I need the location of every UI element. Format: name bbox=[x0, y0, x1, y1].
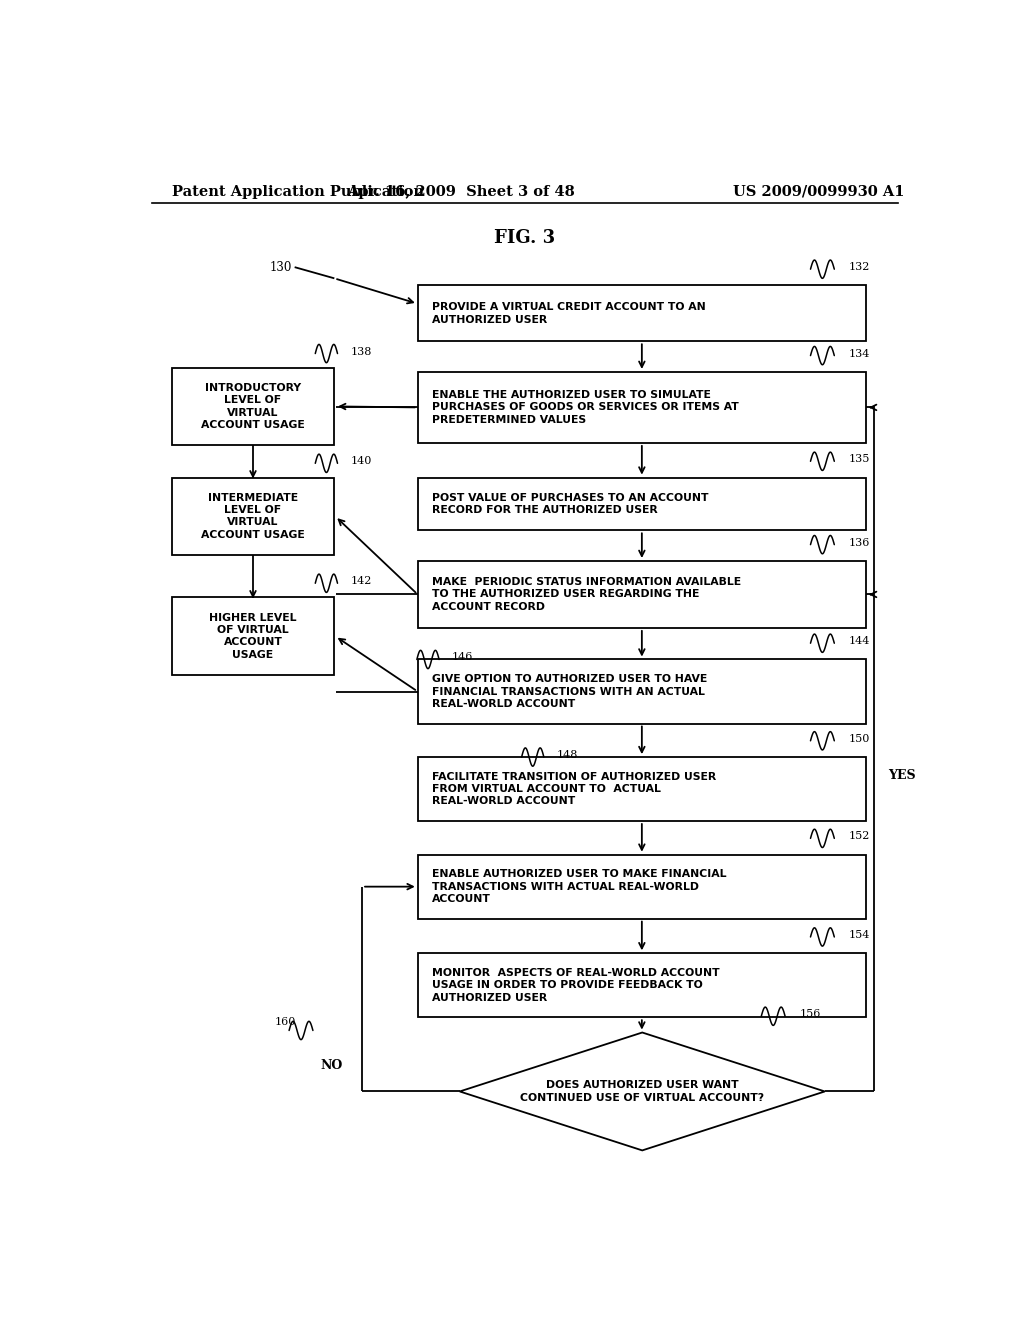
Text: 146: 146 bbox=[452, 652, 473, 663]
Text: FACILITATE TRANSITION OF AUTHORIZED USER
FROM VIRTUAL ACCOUNT TO  ACTUAL
REAL-WO: FACILITATE TRANSITION OF AUTHORIZED USER… bbox=[432, 772, 716, 807]
Bar bbox=[418, 758, 866, 821]
Text: 156: 156 bbox=[800, 1010, 821, 1019]
Text: ENABLE AUTHORIZED USER TO MAKE FINANCIAL
TRANSACTIONS WITH ACTUAL REAL-WORLD
ACC: ENABLE AUTHORIZED USER TO MAKE FINANCIAL… bbox=[432, 870, 726, 904]
Text: YES: YES bbox=[888, 768, 915, 781]
Text: INTRODUCTORY
LEVEL OF
VIRTUAL
ACCOUNT USAGE: INTRODUCTORY LEVEL OF VIRTUAL ACCOUNT US… bbox=[201, 383, 305, 430]
Bar bbox=[418, 660, 866, 723]
Text: ENABLE THE AUTHORIZED USER TO SIMULATE
PURCHASES OF GOODS OR SERVICES OR ITEMS A: ENABLE THE AUTHORIZED USER TO SIMULATE P… bbox=[432, 389, 738, 425]
Bar bbox=[418, 285, 866, 342]
Bar bbox=[418, 561, 866, 628]
Text: PROVIDE A VIRTUAL CREDIT ACCOUNT TO AN
AUTHORIZED USER: PROVIDE A VIRTUAL CREDIT ACCOUNT TO AN A… bbox=[432, 302, 706, 325]
Text: 140: 140 bbox=[350, 457, 372, 466]
Text: INTERMEDIATE
LEVEL OF
VIRTUAL
ACCOUNT USAGE: INTERMEDIATE LEVEL OF VIRTUAL ACCOUNT US… bbox=[201, 492, 305, 540]
Text: 136: 136 bbox=[849, 537, 870, 548]
Text: POST VALUE OF PURCHASES TO AN ACCOUNT
RECORD FOR THE AUTHORIZED USER: POST VALUE OF PURCHASES TO AN ACCOUNT RE… bbox=[432, 492, 709, 515]
Text: FIG. 3: FIG. 3 bbox=[495, 228, 555, 247]
Text: 144: 144 bbox=[849, 636, 870, 647]
Text: MAKE  PERIODIC STATUS INFORMATION AVAILABLE
TO THE AUTHORIZED USER REGARDING THE: MAKE PERIODIC STATUS INFORMATION AVAILAB… bbox=[432, 577, 741, 612]
Bar bbox=[172, 598, 334, 675]
Text: NO: NO bbox=[321, 1059, 343, 1072]
Bar bbox=[418, 854, 866, 919]
Text: 134: 134 bbox=[849, 348, 870, 359]
Bar bbox=[418, 478, 866, 531]
Text: 160: 160 bbox=[274, 1018, 296, 1027]
Text: HIGHER LEVEL
OF VIRTUAL
ACCOUNT
USAGE: HIGHER LEVEL OF VIRTUAL ACCOUNT USAGE bbox=[209, 612, 297, 660]
Text: US 2009/0099930 A1: US 2009/0099930 A1 bbox=[733, 185, 904, 199]
Text: 148: 148 bbox=[557, 750, 578, 760]
Bar bbox=[172, 368, 334, 445]
Text: Apr. 16, 2009  Sheet 3 of 48: Apr. 16, 2009 Sheet 3 of 48 bbox=[347, 185, 575, 199]
Text: 135: 135 bbox=[849, 454, 870, 465]
Text: 152: 152 bbox=[849, 832, 870, 841]
Text: 138: 138 bbox=[350, 347, 372, 356]
Text: DOES AUTHORIZED USER WANT
CONTINUED USE OF VIRTUAL ACCOUNT?: DOES AUTHORIZED USER WANT CONTINUED USE … bbox=[520, 1080, 764, 1102]
Bar bbox=[418, 372, 866, 444]
Text: 142: 142 bbox=[350, 577, 372, 586]
Polygon shape bbox=[460, 1032, 824, 1151]
Text: 130: 130 bbox=[269, 260, 292, 273]
Text: 132: 132 bbox=[849, 263, 870, 272]
Bar bbox=[418, 953, 866, 1018]
Bar bbox=[172, 478, 334, 554]
Text: MONITOR  ASPECTS OF REAL-WORLD ACCOUNT
USAGE IN ORDER TO PROVIDE FEEDBACK TO
AUT: MONITOR ASPECTS OF REAL-WORLD ACCOUNT US… bbox=[432, 968, 720, 1003]
Text: GIVE OPTION TO AUTHORIZED USER TO HAVE
FINANCIAL TRANSACTIONS WITH AN ACTUAL
REA: GIVE OPTION TO AUTHORIZED USER TO HAVE F… bbox=[432, 675, 708, 709]
Text: 150: 150 bbox=[849, 734, 870, 743]
Text: 154: 154 bbox=[849, 929, 870, 940]
Text: Patent Application Publication: Patent Application Publication bbox=[172, 185, 424, 199]
